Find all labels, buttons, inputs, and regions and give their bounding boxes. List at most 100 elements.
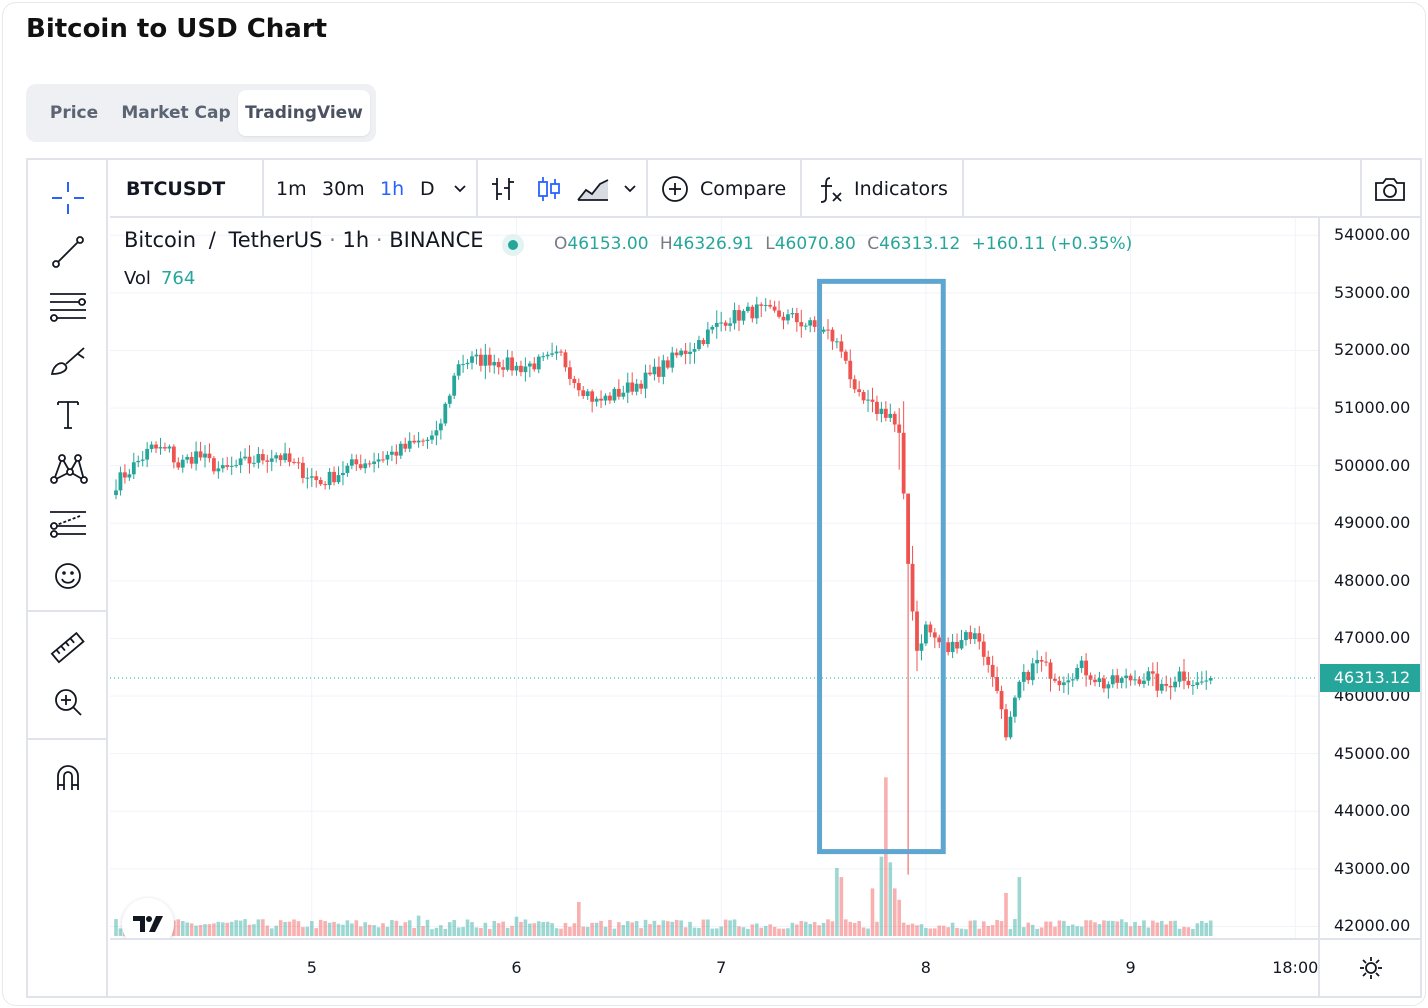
tab-tradingview[interactable]: TradingView [238, 90, 370, 136]
volume-bar [990, 925, 995, 936]
candle-body [559, 351, 563, 353]
tab-price[interactable]: Price [49, 103, 99, 123]
candle-body [830, 329, 835, 342]
compare-button[interactable]: Compare [700, 178, 787, 200]
chart-type-chevron-icon[interactable] [618, 176, 642, 200]
price-axis[interactable]: 54000.00 53000.00 52000.00 51000.00 50000.00… [1318, 218, 1420, 938]
candle-body [1013, 697, 1017, 717]
candle-body [1084, 660, 1088, 676]
candle-body [176, 462, 181, 468]
candle-body [412, 440, 417, 443]
candle-body [585, 391, 590, 396]
candle-body [1124, 675, 1129, 679]
volume-bar [821, 922, 826, 936]
volume-bar [981, 921, 986, 936]
area-chart-icon[interactable] [576, 174, 610, 204]
trend-line-icon[interactable] [46, 232, 90, 272]
volume-bar [278, 920, 283, 936]
candle-body [194, 451, 198, 464]
crosshair-icon[interactable] [46, 178, 90, 218]
interval-30m[interactable]: 30m [322, 178, 365, 200]
candles-icon[interactable] [534, 174, 564, 204]
pattern-icon[interactable] [46, 448, 90, 488]
market-status-dot[interactable] [502, 234, 524, 256]
zoom-in-icon[interactable] [46, 682, 90, 722]
candle-body [385, 454, 390, 460]
volume-bar [585, 926, 590, 936]
time-tick-label: 5 [306, 958, 317, 977]
candle-body [1164, 683, 1169, 686]
candle-body [892, 413, 897, 425]
candle-body [390, 451, 394, 455]
chevron-down-icon[interactable] [448, 176, 472, 200]
candle-body [808, 320, 813, 326]
camera-icon[interactable] [1372, 174, 1408, 204]
forecast-icon[interactable] [46, 502, 90, 542]
volume-bar [608, 919, 612, 936]
volume-bar [465, 919, 470, 936]
price-tick-label: 52000.00 [1334, 340, 1411, 360]
time-tick-label: 8 [920, 958, 931, 977]
chart-settings-corner[interactable] [1318, 938, 1420, 996]
volume-bar [229, 921, 234, 936]
volume-bar [781, 928, 786, 936]
volume-bar [808, 923, 812, 936]
volume-bar [314, 928, 319, 936]
candle-body [510, 357, 514, 371]
legend-interval: 1h [342, 228, 370, 252]
magnet-icon[interactable] [46, 758, 90, 798]
candle-body [803, 325, 808, 327]
candle-body [924, 624, 928, 644]
chart-pane[interactable]: Bitcoin / TetherUS · 1h · BINANCE O46153… [110, 218, 1318, 938]
candle-body [358, 464, 363, 469]
volume-bar [866, 928, 870, 936]
symbol-search[interactable]: BTCUSDT [126, 178, 226, 200]
volume-bar [1022, 927, 1026, 936]
interval-1m[interactable]: 1m [276, 178, 307, 200]
volume-bar [479, 928, 483, 936]
time-axis[interactable]: 5 6 7 8 9 18:00 [110, 938, 1318, 996]
candle-body [1150, 671, 1155, 674]
bar-chart-icon[interactable] [488, 174, 518, 204]
indicators-fx-icon[interactable] [816, 174, 846, 204]
compare-plus-icon[interactable] [660, 174, 690, 204]
volume-bar [207, 924, 212, 936]
candle-body [416, 440, 421, 443]
candle-body [812, 320, 817, 327]
fib-icon[interactable] [46, 286, 90, 326]
candlestick-chart[interactable] [110, 218, 1318, 938]
drawing-toolbar [28, 160, 108, 996]
volume-bar [763, 925, 768, 936]
legend-quote: TetherUS [228, 228, 323, 252]
candle-body [158, 447, 163, 449]
tab-market-cap[interactable]: Market Cap [121, 103, 231, 123]
page-title: Bitcoin to USD Chart [26, 14, 328, 44]
volume-bar [1075, 926, 1079, 936]
volume-bar [332, 921, 336, 936]
high-value: 46326.91 [672, 234, 754, 254]
candle-body [274, 455, 279, 459]
legend-exchange: BINANCE [389, 228, 484, 252]
settings-gear-icon[interactable] [1358, 955, 1384, 981]
legend-sep: / [208, 228, 216, 252]
ruler-icon[interactable] [46, 628, 90, 668]
candle-body [937, 637, 942, 643]
volume-bar [243, 919, 247, 936]
tradingview-logo[interactable] [122, 898, 174, 938]
candle-body [145, 448, 150, 460]
candle-body [140, 459, 145, 461]
volume-bar [532, 923, 537, 936]
interval-1h[interactable]: 1h [380, 178, 405, 200]
volume-bar [603, 926, 608, 936]
candle-body [1075, 668, 1080, 680]
candle-body [363, 463, 368, 469]
interval-d[interactable]: D [420, 178, 435, 200]
volume-bar [1008, 929, 1013, 936]
candle-body [777, 310, 781, 317]
volume-bar [367, 924, 372, 936]
brush-icon[interactable] [46, 340, 90, 380]
emoji-icon[interactable] [46, 556, 90, 596]
text-icon[interactable] [46, 394, 90, 434]
volume-bar [786, 928, 790, 936]
indicators-button[interactable]: Indicators [854, 178, 948, 200]
